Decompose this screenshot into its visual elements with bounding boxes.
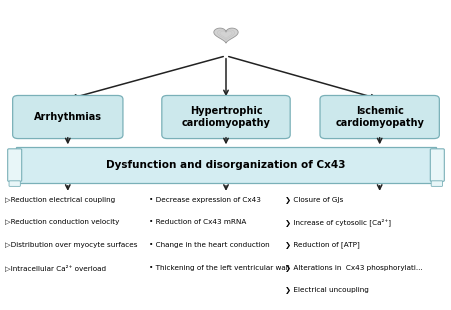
FancyBboxPatch shape [16, 147, 435, 183]
Text: Dysfunction and disorganization of Cx43: Dysfunction and disorganization of Cx43 [106, 160, 345, 170]
Text: • Reduction of Cx43 mRNA: • Reduction of Cx43 mRNA [149, 219, 246, 225]
FancyBboxPatch shape [430, 181, 442, 186]
FancyBboxPatch shape [13, 95, 123, 139]
Text: ▷Intracellular Ca²⁺ overload: ▷Intracellular Ca²⁺ overload [5, 265, 106, 272]
FancyBboxPatch shape [161, 95, 290, 139]
Text: ▷Distribution over myocyte surfaces: ▷Distribution over myocyte surfaces [5, 242, 137, 248]
Text: ❯ Alterations in  Cx43 phosphorylati...: ❯ Alterations in Cx43 phosphorylati... [284, 265, 421, 272]
Text: ▷Reduction conduction velocity: ▷Reduction conduction velocity [5, 219, 119, 225]
Text: ❯ Increase of cytosolic [Ca²⁺]: ❯ Increase of cytosolic [Ca²⁺] [284, 219, 390, 228]
Text: • Decrease expression of Cx43: • Decrease expression of Cx43 [149, 197, 261, 203]
FancyBboxPatch shape [8, 149, 22, 181]
FancyBboxPatch shape [319, 95, 438, 139]
FancyBboxPatch shape [9, 181, 20, 186]
Text: Hypertrophic
cardiomyopathy: Hypertrophic cardiomyopathy [181, 106, 270, 128]
PathPatch shape [213, 28, 238, 43]
Text: ▷Reduction electrical coupling: ▷Reduction electrical coupling [5, 197, 115, 203]
Text: ❯ Closure of GJs: ❯ Closure of GJs [284, 197, 342, 204]
Text: • Change in the heart conduction: • Change in the heart conduction [149, 242, 269, 248]
FancyBboxPatch shape [429, 149, 443, 181]
Text: Ischemic
cardiomyopathy: Ischemic cardiomyopathy [335, 106, 423, 128]
Text: Arrhythmias: Arrhythmias [34, 112, 101, 122]
Text: • Thickening of the left ventricular wall: • Thickening of the left ventricular wal… [149, 265, 289, 271]
Text: ❯ Reduction of [ATP]: ❯ Reduction of [ATP] [284, 242, 359, 249]
Text: ❯ Electrical uncoupling: ❯ Electrical uncoupling [284, 287, 368, 294]
